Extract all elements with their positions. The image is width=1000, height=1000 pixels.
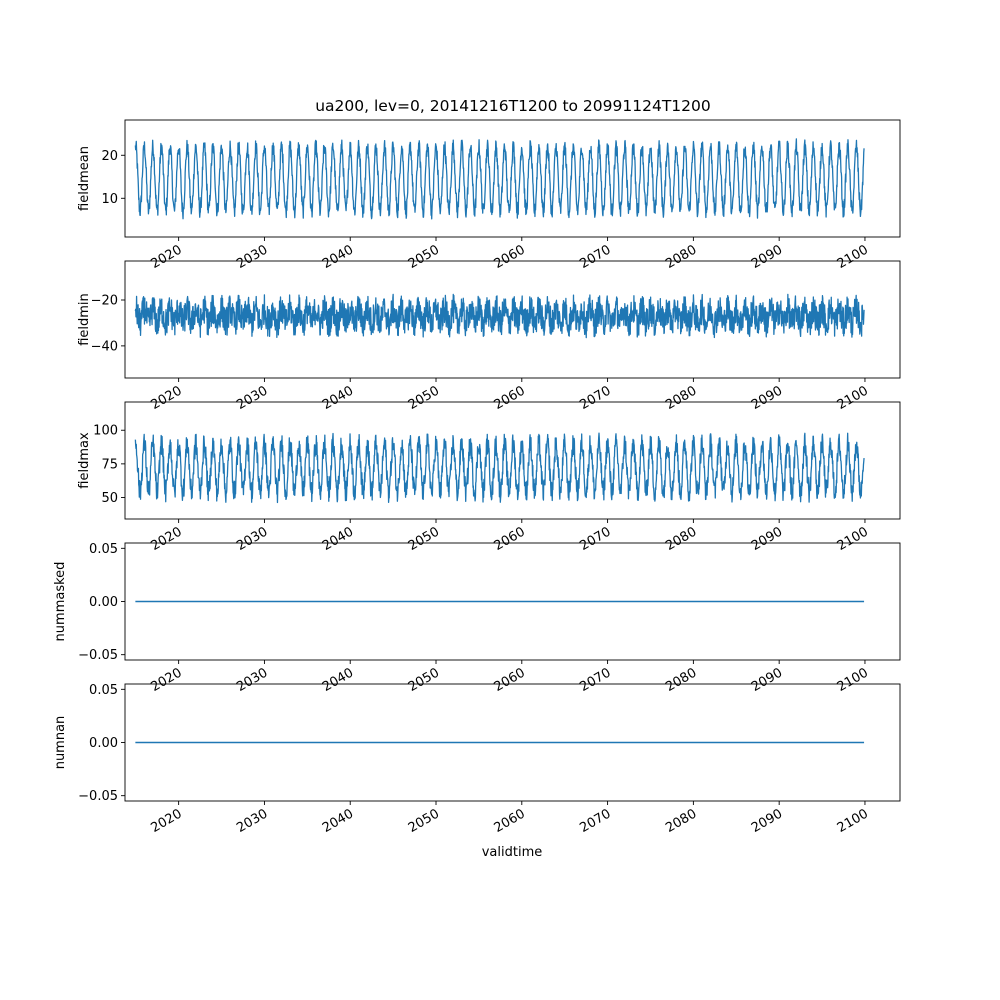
x-axis-label: validtime: [482, 845, 543, 860]
chart-title: ua200, lev=0, 20141216T1200 to 20991124T…: [315, 97, 711, 115]
y-axis-label: fieldmean: [77, 146, 92, 211]
y-tick-label: 75: [101, 457, 118, 472]
axes-frame: [124, 260, 901, 379]
y-axis-label: numnan: [53, 716, 68, 770]
y-axis-label: fieldmin: [77, 293, 92, 346]
y-tick-label: 0.00: [89, 595, 118, 610]
y-tick-label: 50: [101, 491, 118, 506]
y-axis-label: nummasked: [53, 562, 68, 642]
y-tick-label: 0.05: [89, 683, 118, 698]
y-tick-label: −0.05: [78, 648, 118, 663]
y-tick-label: 100: [93, 424, 118, 439]
series-line-fieldmax: [134, 432, 865, 504]
y-tick-label: 0.05: [89, 542, 118, 557]
series-line-fieldmean: [134, 138, 865, 220]
y-tick-label: 10: [101, 192, 118, 207]
series-line-fieldmin: [134, 293, 865, 339]
y-tick-label: −20: [91, 294, 118, 309]
y-tick-label: −40: [91, 339, 118, 354]
axes-frame: [124, 401, 901, 520]
y-tick-label: 0.00: [89, 736, 118, 751]
y-tick-label: −0.05: [78, 789, 118, 804]
y-tick-label: 20: [101, 149, 118, 164]
axes-frame: [124, 119, 901, 238]
y-axis-label: fieldmax: [77, 432, 92, 489]
